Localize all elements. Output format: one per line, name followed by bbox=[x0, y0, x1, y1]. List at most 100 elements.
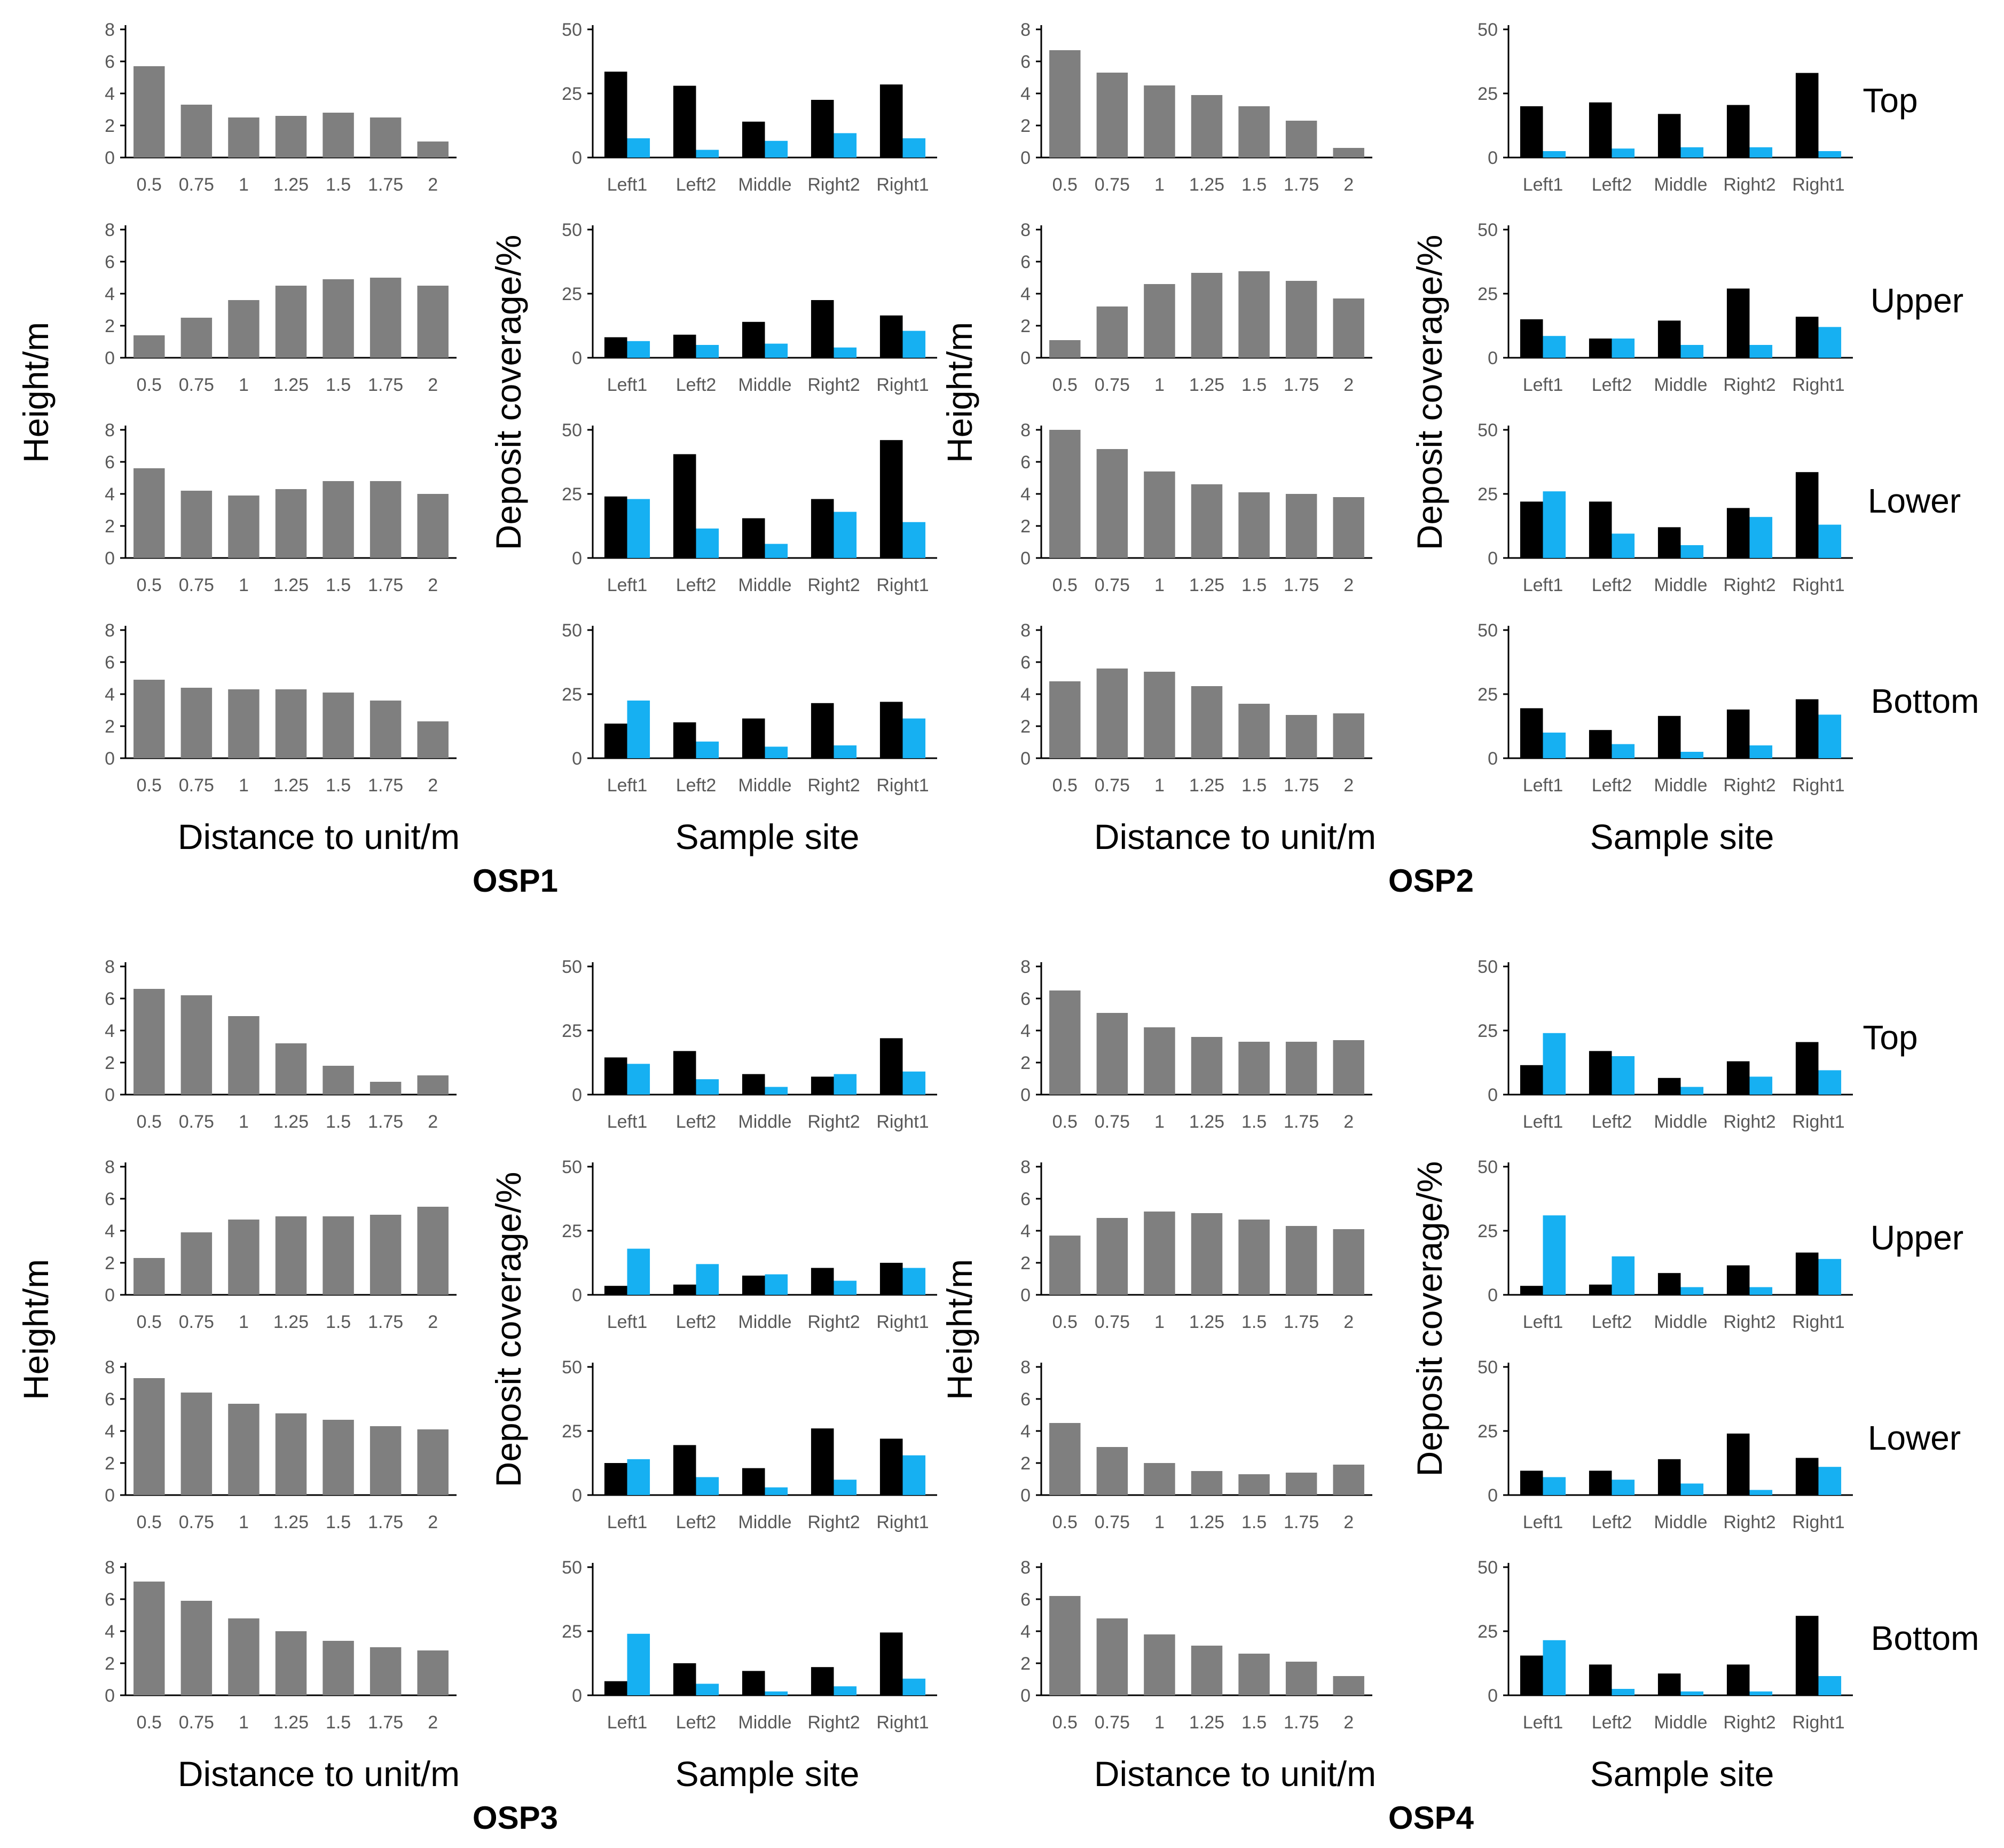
g4-r1-coverage-blue-bar bbox=[1543, 1033, 1566, 1095]
g2-r1-height-bar bbox=[1191, 95, 1223, 158]
g2-r2-height-ytick-label: 6 bbox=[1020, 252, 1031, 272]
g4-r4-coverage-blue-bar bbox=[1543, 1640, 1566, 1695]
g3-r4-coverage-blue-bar bbox=[627, 1633, 650, 1695]
g2-r2-coverage-xtick-label: Right1 bbox=[1792, 375, 1844, 395]
g1-r3-coverage-xtick-label: Left2 bbox=[676, 575, 717, 595]
g1-r3-height-bar bbox=[180, 491, 213, 558]
g2-r3-height-ytick-label: 2 bbox=[1020, 516, 1031, 537]
g1-r4-coverage-black-bar bbox=[742, 718, 765, 758]
g4-r3-coverage-xtick-label: Right2 bbox=[1723, 1512, 1775, 1532]
g4-r3-coverage-xtick-label: Left2 bbox=[1592, 1512, 1632, 1532]
g3-r3-height-xtick-label: 0.75 bbox=[179, 1512, 214, 1532]
g4-r4-coverage-xtick-label: Right1 bbox=[1792, 1712, 1844, 1733]
g3-r2-coverage-xtick-label: Right1 bbox=[876, 1312, 929, 1332]
g4-r1-height-bar bbox=[1049, 990, 1081, 1095]
g1-r2-coverage-blue-bar bbox=[627, 341, 650, 358]
g1-r3-height-xtick-label: 0.75 bbox=[179, 575, 214, 595]
g4-r2-coverage-xtick-label: Left2 bbox=[1592, 1312, 1632, 1332]
g1-r3-height-ytick-label: 8 bbox=[105, 420, 115, 441]
g2-r4-coverage-black-bar bbox=[1589, 730, 1612, 758]
g4-r4-height-bar bbox=[1144, 1634, 1175, 1695]
g2-r4-height-xtick-label: 1.25 bbox=[1189, 775, 1224, 796]
g1-r4-height-xtick-label: 1.75 bbox=[368, 775, 403, 796]
g1-r4-height-ytick-label: 4 bbox=[105, 685, 115, 705]
g4-r3-coverage-black-bar bbox=[1657, 1459, 1681, 1495]
g4-r3-coverage-black-bar bbox=[1726, 1433, 1750, 1495]
g2-r4-coverage-xtick-label: Left1 bbox=[1523, 775, 1563, 796]
g3-r2-height-xtick-label: 0.75 bbox=[179, 1312, 214, 1332]
g2-r4-coverage-blue-bar bbox=[1543, 733, 1566, 758]
site-xlabel-2: Sample site bbox=[1590, 817, 1774, 856]
g1-r4-height-ytick-label: 8 bbox=[105, 620, 115, 641]
g4-r1-coverage-black-bar bbox=[1589, 1051, 1612, 1095]
g3-r4-height-ytick-label: 4 bbox=[105, 1622, 115, 1642]
g4-r4-coverage-blue-bar bbox=[1612, 1689, 1635, 1695]
g4-r4-coverage-black-bar bbox=[1795, 1616, 1819, 1695]
g3-r1-height-bar bbox=[417, 1075, 449, 1095]
g2-r3-height-bar bbox=[1238, 492, 1270, 558]
g4-r4-coverage-ytick-label: 0 bbox=[1488, 1686, 1498, 1706]
row-label-upper: Upper bbox=[1871, 281, 1963, 320]
g1-r2-height-bar bbox=[275, 286, 307, 358]
g1-r2-coverage-blue-bar bbox=[765, 343, 788, 358]
g4-r1-height-bar bbox=[1191, 1037, 1223, 1095]
g1-r2-height-xtick-label: 2 bbox=[428, 375, 438, 395]
g1-r4-height-ytick-label: 6 bbox=[105, 652, 115, 673]
g4-r4-height-bar bbox=[1049, 1596, 1081, 1695]
g3-r4-coverage-blue-bar bbox=[696, 1684, 719, 1695]
g3-r4-height-ytick-label: 8 bbox=[105, 1558, 115, 1578]
g4-r1-height-xtick-label: 1.25 bbox=[1189, 1112, 1224, 1132]
g1-r3-height-xtick-label: 2 bbox=[428, 575, 438, 595]
g4-r1-coverage-xtick-label: Right1 bbox=[1792, 1112, 1844, 1132]
g2-r3-coverage-blue-bar bbox=[1818, 524, 1842, 558]
g2-r1-height-ytick-label: 6 bbox=[1020, 52, 1031, 72]
g2-r1-height-xtick-label: 1.75 bbox=[1284, 175, 1319, 195]
g4-r3-height-xtick-label: 1.25 bbox=[1189, 1512, 1224, 1532]
g4-r3-height-xtick-label: 1 bbox=[1154, 1512, 1165, 1532]
g1-r2-height-bar bbox=[228, 300, 260, 358]
g4-r2-height-bar bbox=[1238, 1220, 1270, 1295]
g1-r4-coverage-xtick-label: Left2 bbox=[676, 775, 717, 796]
g3-r2-height-xtick-label: 0.5 bbox=[137, 1312, 162, 1332]
g1-r3-height-ytick-label: 4 bbox=[105, 484, 115, 505]
g3-r2-coverage-blue-bar bbox=[902, 1268, 926, 1295]
g2-r3-height-xtick-label: 1 bbox=[1154, 575, 1165, 595]
g3-r1-coverage-xtick-label: Left1 bbox=[607, 1112, 648, 1132]
g1-r3-coverage-blue-bar bbox=[834, 512, 857, 558]
g2-r4-height-xtick-label: 2 bbox=[1343, 775, 1354, 796]
g3-r2-coverage-xtick-label: Middle bbox=[738, 1312, 791, 1332]
g4-r4-height-xtick-label: 1 bbox=[1154, 1712, 1165, 1733]
g2-r3-coverage-ytick-label: 50 bbox=[1478, 420, 1498, 441]
g1-r1-coverage-blue-bar bbox=[765, 140, 788, 158]
g3-r1-height-ytick-label: 4 bbox=[105, 1021, 115, 1041]
g3-r1-height-xtick-label: 1.75 bbox=[368, 1112, 403, 1132]
g4-r4-height-xtick-label: 1.25 bbox=[1189, 1712, 1224, 1733]
g1-r2-coverage-xtick-label: Left2 bbox=[676, 375, 717, 395]
row-label-upper: Upper bbox=[1871, 1218, 1963, 1257]
g2-r4-height-ytick-label: 0 bbox=[1020, 749, 1031, 769]
g1-r2-height-bar bbox=[180, 318, 213, 358]
g1-r1-coverage-blue-bar bbox=[902, 138, 926, 158]
g2-r1-height-xtick-label: 0.5 bbox=[1052, 175, 1078, 195]
g1-r4-height-xtick-label: 0.5 bbox=[137, 775, 162, 796]
g1-r3-height-xtick-label: 1.5 bbox=[326, 575, 351, 595]
g1-r4-height-xtick-label: 0.75 bbox=[179, 775, 214, 796]
g3-r4-coverage-blue-bar bbox=[902, 1678, 926, 1695]
g2-r4-height-ytick-label: 2 bbox=[1020, 717, 1031, 737]
g2-r2-coverage-black-bar bbox=[1657, 320, 1681, 358]
g1-r4-height-bar bbox=[323, 693, 354, 758]
g2-r3-height-bar bbox=[1285, 494, 1317, 558]
g3-r1-height-bar bbox=[180, 995, 213, 1095]
g1-r2-coverage-xtick-label: Middle bbox=[738, 375, 791, 395]
g2-r2-coverage-blue-bar bbox=[1818, 327, 1842, 358]
g4-r1-height-ytick-label: 4 bbox=[1020, 1021, 1031, 1041]
g4-r3-height-ytick-label: 2 bbox=[1020, 1453, 1031, 1474]
g4-r2-height-ytick-label: 4 bbox=[1020, 1221, 1031, 1241]
g1-r1-height-bar bbox=[417, 141, 449, 158]
g1-r2-height-xtick-label: 1 bbox=[239, 375, 249, 395]
g2-r3-coverage-black-bar bbox=[1795, 472, 1819, 558]
g4-r3-coverage-black-bar bbox=[1589, 1470, 1612, 1495]
g2-r4-height-xtick-label: 1.5 bbox=[1241, 775, 1267, 796]
g3-r3-coverage-blue-bar bbox=[765, 1487, 788, 1495]
g3-r2-coverage-black-bar bbox=[742, 1276, 765, 1295]
